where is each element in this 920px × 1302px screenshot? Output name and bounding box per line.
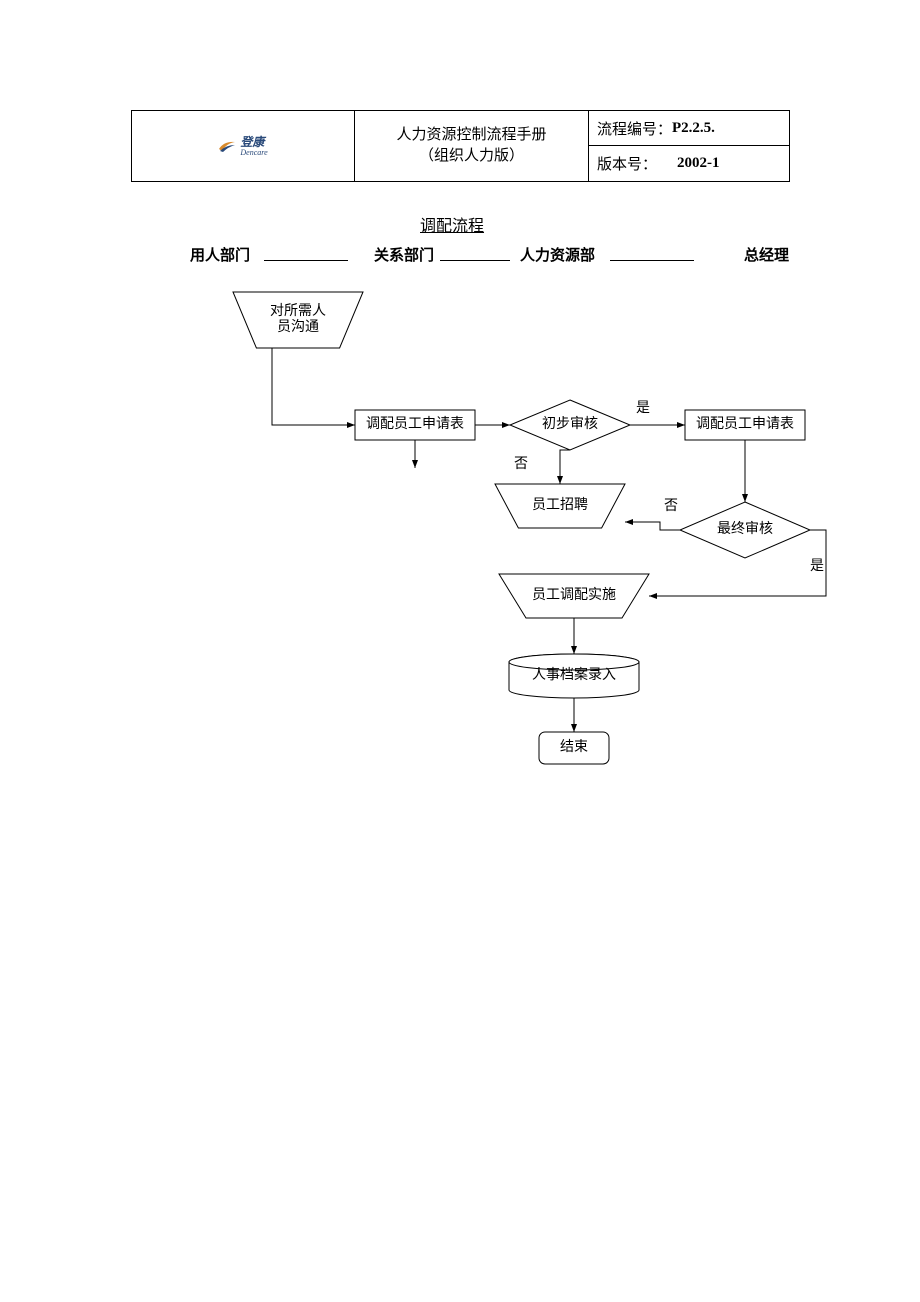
node-n6: 员工招聘 (495, 484, 625, 528)
svg-text:对所需人: 对所需人 (270, 303, 326, 319)
svg-text:调配员工申请表: 调配员工申请表 (366, 416, 464, 432)
svg-text:最终审核: 最终审核 (717, 521, 773, 537)
node-n7: 员工调配实施 (499, 574, 649, 618)
node-n4: 调配员工申请表 (685, 410, 805, 440)
edge-label: 是 (810, 559, 824, 574)
flowchart: 对所需人员沟通调配员工申请表初步审核调配员工申请表最终审核员工招聘员工调配实施人… (0, 0, 920, 1302)
edge-n3-no (560, 450, 570, 484)
svg-text:初步审核: 初步审核 (542, 415, 598, 432)
node-n9: 结束 (539, 732, 609, 764)
svg-text:员工招聘: 员工招聘 (532, 497, 588, 513)
svg-text:结束: 结束 (560, 739, 588, 755)
node-n2: 调配员工申请表 (355, 410, 475, 440)
svg-text:员工调配实施: 员工调配实施 (532, 587, 616, 603)
edge-label: 否 (514, 457, 528, 472)
svg-text:调配员工申请表: 调配员工申请表 (696, 416, 794, 432)
node-n5: 最终审核 (680, 502, 810, 558)
svg-text:人事档案录入: 人事档案录入 (532, 666, 616, 683)
edge-n5-no (625, 522, 680, 530)
svg-text:员沟通: 员沟通 (277, 319, 319, 335)
edge-label: 否 (664, 499, 678, 514)
node-n3: 初步审核 (510, 400, 630, 450)
node-n8: 人事档案录入 (509, 654, 639, 698)
node-n1: 对所需人员沟通 (233, 292, 363, 348)
edge-label: 是 (636, 401, 650, 416)
edge-n1 (272, 348, 355, 425)
page: 登康 Dencare 人力资源控制流程手册 （组织人力版） 流程编号： P2.2… (0, 0, 920, 1302)
